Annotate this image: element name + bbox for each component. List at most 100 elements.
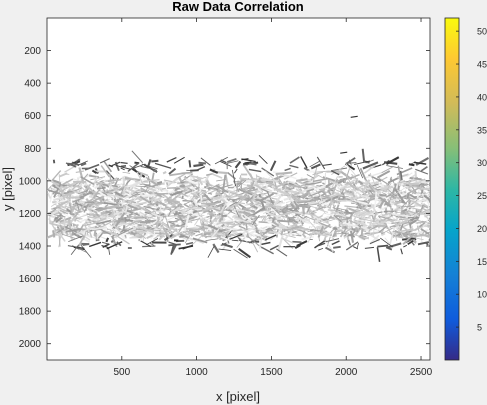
vector-arrow (278, 200, 283, 205)
vector-arrow (339, 222, 349, 227)
vector-arrow (243, 212, 257, 218)
vector-arrow (252, 237, 267, 241)
vector-arrow (220, 161, 232, 167)
vector-arrow (348, 211, 355, 220)
vector-arrow (386, 165, 403, 169)
vector-arrow (242, 226, 256, 234)
vector-arrow (209, 209, 213, 223)
vector-arrow (154, 219, 161, 224)
vector-arrow (48, 212, 51, 224)
vector-arrow (355, 191, 369, 203)
vector-arrow (99, 208, 114, 217)
vector-arrow (94, 217, 107, 224)
vector-arrow (153, 196, 162, 203)
vector-arrow (370, 220, 380, 227)
vector-arrow (241, 185, 251, 190)
vector-arrow (312, 177, 329, 183)
vector-arrow (148, 192, 165, 199)
vector-arrow (400, 207, 403, 219)
vector-arrow (413, 200, 423, 208)
vector-arrow (398, 192, 405, 196)
vector-arrow (168, 243, 181, 247)
vector-arrow (144, 207, 152, 213)
vector-arrow (337, 229, 343, 233)
vector-arrow (346, 195, 352, 199)
vector-arrow (132, 190, 150, 194)
vector-arrow (135, 218, 144, 221)
vector-arrow (53, 196, 63, 202)
vector-arrow (167, 190, 175, 194)
vector-arrow (409, 176, 422, 181)
vector-arrow (369, 190, 373, 195)
vector-arrow (385, 156, 400, 165)
vector-arrow (209, 168, 219, 174)
vector-arrow (156, 181, 163, 185)
vector-arrow (182, 190, 188, 193)
vector-arrow (232, 180, 240, 193)
vector-arrow (293, 200, 300, 210)
vector-arrow (63, 202, 69, 208)
vector-arrow (188, 160, 192, 168)
vector-arrow (345, 211, 353, 214)
vector-arrow (355, 200, 361, 204)
vector-arrow (301, 184, 307, 187)
vector-arrow (299, 217, 302, 226)
vector-arrow (264, 170, 278, 183)
vector-arrow (142, 179, 160, 182)
vector-arrow (219, 184, 233, 189)
vector-arrow (129, 216, 134, 220)
vector-arrow (275, 171, 293, 176)
vector-arrow (164, 213, 170, 229)
vector-arrow (252, 202, 258, 206)
colorbar-tick-label: 30 (477, 158, 487, 168)
vector-arrow (340, 227, 352, 237)
vector-arrow (245, 221, 249, 239)
vector-arrow (316, 204, 322, 211)
vector-arrow (344, 181, 360, 186)
vector-arrow (124, 175, 136, 180)
vector-arrow (392, 182, 395, 188)
vector-arrow (246, 203, 254, 207)
vector-arrow (331, 165, 346, 175)
colorbar-tick-label: 20 (477, 224, 487, 234)
vector-arrow (318, 194, 329, 199)
vector-arrow (129, 180, 142, 189)
vector-arrow (322, 163, 332, 167)
vector-arrow (271, 197, 279, 200)
vector-arrow (136, 171, 144, 186)
vector-arrow (239, 227, 246, 232)
vector-arrow (68, 202, 73, 215)
stray-vector (244, 161, 252, 164)
y-tick-label: 400 (24, 79, 41, 90)
vector-arrow (397, 165, 402, 181)
vector-arrow (132, 212, 137, 217)
vector-arrow (114, 191, 124, 198)
vector-arrow (291, 234, 302, 237)
vector-arrow (147, 187, 158, 192)
vector-arrow (198, 190, 203, 194)
colorbar-tick-label: 10 (477, 290, 487, 300)
vector-arrow (254, 200, 262, 205)
vector-arrow (429, 235, 430, 237)
vector-arrow (358, 180, 364, 185)
vector-arrow (124, 202, 129, 213)
vector-arrow (191, 196, 196, 200)
stray-vector (350, 115, 358, 118)
vector-arrow (325, 238, 340, 243)
vector-arrow (243, 207, 256, 214)
vector-arrow (281, 210, 287, 215)
colorbar-tick-label: 15 (477, 257, 487, 267)
vector-arrow (245, 197, 250, 200)
vector-arrow (212, 243, 220, 254)
vector-arrow (273, 188, 290, 197)
vector-arrow (402, 233, 415, 245)
vector-arrow (215, 192, 223, 197)
vector-arrow (326, 188, 332, 193)
y-tick-label: 1000 (19, 176, 42, 187)
vector-arrow (306, 174, 315, 179)
vector-arrow (304, 198, 321, 204)
vector-arrow (307, 185, 321, 189)
vector-arrow (192, 210, 198, 214)
vector-arrow (403, 182, 420, 186)
vector-arrow (249, 232, 262, 237)
